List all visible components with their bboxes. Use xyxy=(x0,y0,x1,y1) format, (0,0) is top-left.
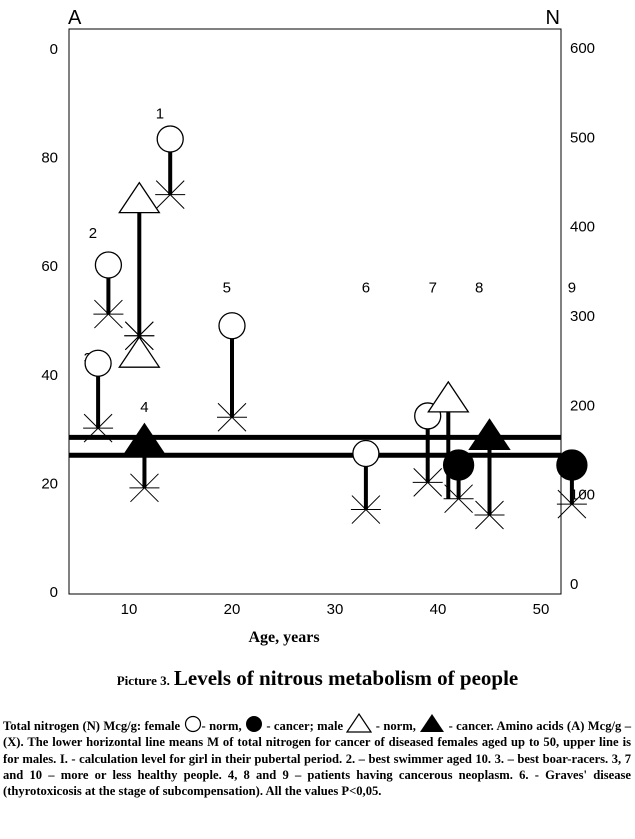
x-marker-point xyxy=(474,500,505,530)
x-marker-point xyxy=(217,402,247,432)
x-tick-label: 20 xyxy=(224,601,241,618)
x-tick-label: 30 xyxy=(327,601,344,618)
figure-description: Total nitrogen (N) Mcg/g: female - norm,… xyxy=(3,713,631,799)
right-tick-label: 300 xyxy=(570,308,595,325)
left-tick-label: 40 xyxy=(41,367,58,384)
x-tick-label: 50 xyxy=(533,601,550,618)
filled-circle-legend-icon xyxy=(246,716,262,732)
x-marker-point xyxy=(83,413,114,443)
desc-part-3: - cancer; male xyxy=(266,719,344,733)
x-marker-point xyxy=(556,489,587,519)
x-marker-stroke xyxy=(556,489,587,519)
x-marker-point xyxy=(129,473,160,503)
open-triangle-point xyxy=(118,181,161,214)
open-triangle-point xyxy=(118,336,161,368)
filled-triangle-legend-icon xyxy=(420,714,445,732)
open-triangle-legend-icon xyxy=(346,713,373,733)
right-tick-label: 0 xyxy=(570,576,578,593)
open-circle-point xyxy=(218,312,246,340)
data-markers xyxy=(83,125,588,530)
group-labels: 12345678910 xyxy=(84,106,576,416)
x-marker-stroke xyxy=(412,468,443,497)
open-circle-point xyxy=(84,349,112,377)
group-label: 9 xyxy=(568,279,576,296)
x-marker-stroke xyxy=(93,299,124,329)
desc-part-5: - cancer. xyxy=(448,719,494,733)
left-tick-label: 0 xyxy=(50,584,58,601)
x-marker-stroke xyxy=(129,473,160,503)
plot-frame xyxy=(68,28,562,595)
group-label: 7 xyxy=(429,279,437,296)
x-marker-point xyxy=(443,484,474,514)
stems xyxy=(96,139,574,515)
x-marker-point xyxy=(155,180,186,209)
open-circle-point xyxy=(94,251,123,279)
x-marker-stroke xyxy=(124,321,155,351)
x-marker-stroke xyxy=(350,495,381,524)
open-triangle-point xyxy=(427,380,470,413)
x-tick-label: 40 xyxy=(430,601,447,618)
nitrous-metabolism-chart: A N 12345678910 1020304050607080 0204060… xyxy=(41,7,595,646)
desc-part-2: - norm, xyxy=(201,719,242,733)
right-tick-label: 200 xyxy=(570,397,595,414)
x-marker-stroke xyxy=(155,180,186,209)
left-tick-label: 60 xyxy=(41,258,58,275)
x-marker-point xyxy=(93,299,124,329)
group-label: 8 xyxy=(475,279,483,296)
x-marker-point xyxy=(350,495,381,524)
group-label: 4 xyxy=(140,399,148,416)
group-label: 1 xyxy=(156,106,164,123)
x-marker-stroke xyxy=(83,413,114,443)
group-label: 5 xyxy=(223,279,231,296)
right-tick-label: 400 xyxy=(570,219,595,236)
filled-circle-point xyxy=(556,449,588,481)
right-tick-label: 100 xyxy=(570,487,595,504)
filled-triangle-point xyxy=(468,418,511,451)
right-axis-ticks: 0 100 200 300 400 500 600 xyxy=(570,40,595,593)
left-axis-letter: A xyxy=(68,7,82,29)
left-tick-label: 80 xyxy=(41,150,58,167)
x-axis-label: Age, years xyxy=(248,629,319,646)
left-tick-label: 20 xyxy=(41,475,58,492)
x-marker-point xyxy=(412,468,443,497)
desc-part-4: - norm, xyxy=(375,719,416,733)
left-tick-label: 0 xyxy=(50,41,58,58)
open-circle-point xyxy=(156,125,184,153)
x-marker-stroke xyxy=(217,402,247,432)
left-axis-ticks: 0 20 40 60 80 0 xyxy=(41,41,58,601)
group-label: 2 xyxy=(89,225,97,242)
x-marker-stroke xyxy=(443,484,474,514)
x-tick-label: 10 xyxy=(121,601,138,618)
x-marker-point xyxy=(124,321,155,351)
group-label: 6 xyxy=(362,279,370,296)
caption-title: Levels of nitrous metabolism of people xyxy=(173,666,519,690)
open-circle-legend-icon xyxy=(184,715,201,733)
right-tick-label: 500 xyxy=(570,129,595,146)
right-tick-label: 600 xyxy=(570,40,595,57)
figure-caption: Picture 3. Levels of nitrous metabolism … xyxy=(0,666,635,691)
caption-prefix: Picture 3. xyxy=(116,673,170,688)
open-circle-point xyxy=(352,439,380,468)
filled-circle-point xyxy=(442,449,475,481)
desc-part-6: Amino acids (A) Mcg/g – (X). The lower h… xyxy=(3,719,631,799)
right-axis-letter: N xyxy=(546,7,560,29)
filled-triangle-point xyxy=(123,422,166,455)
x-axis-ticks: 1020304050607080 xyxy=(121,601,550,618)
x-marker-stroke xyxy=(474,500,505,530)
desc-part-1: Total nitrogen (N) Mcg/g: female xyxy=(3,719,181,733)
